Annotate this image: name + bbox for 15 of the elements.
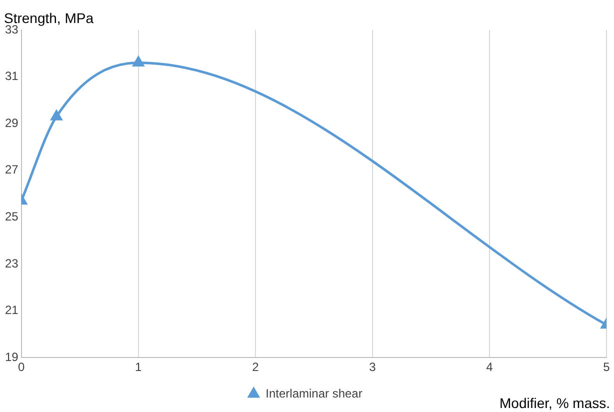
y-tick-label: 19: [4, 350, 19, 364]
y-tick-label: 31: [4, 69, 19, 84]
x-tick-label: 2: [252, 360, 260, 374]
y-tick-label: 25: [4, 210, 19, 224]
legend-label: Interlaminar shear: [266, 386, 362, 400]
y-tick-label: 27: [4, 162, 19, 177]
x-tick-label: 3: [369, 360, 376, 374]
y-tick-label: 29: [4, 116, 19, 130]
x-tick-label: 0: [18, 360, 26, 374]
x-axis-title: Modifier, % mass.: [500, 394, 610, 411]
x-tick-label: 5: [603, 360, 610, 374]
y-tick-label: 21: [4, 303, 19, 318]
x-tick-label: 1: [135, 360, 142, 374]
x-tick-label: 4: [486, 360, 494, 374]
y-tick-label: 23: [4, 256, 19, 270]
